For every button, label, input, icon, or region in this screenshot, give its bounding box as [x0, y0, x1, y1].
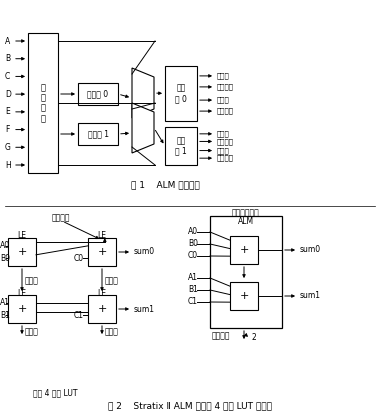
Text: 通用或: 通用或 [217, 131, 230, 137]
Bar [165, 66, 197, 121]
Text: 进位链: 进位链 [25, 276, 39, 285]
Text: C1: C1 [74, 311, 84, 320]
Text: +: + [17, 304, 27, 314]
Text: A: A [5, 36, 10, 45]
Text: E: E [5, 107, 10, 116]
Polygon shape [132, 68, 154, 118]
Text: sum1: sum1 [134, 304, 155, 313]
Text: B1: B1 [0, 311, 10, 320]
Text: 局部走线: 局部走线 [217, 83, 234, 90]
Text: LE: LE [17, 289, 27, 297]
Text: C0: C0 [74, 254, 84, 263]
Bar [78, 83, 118, 105]
Text: 无需额外走线: 无需额外走线 [232, 209, 260, 218]
Text: F: F [5, 125, 10, 134]
Text: C: C [5, 72, 10, 81]
Text: sum0: sum0 [300, 245, 321, 254]
Text: 加法器 0: 加法器 0 [87, 90, 109, 98]
Text: 通用或: 通用或 [217, 147, 230, 154]
Polygon shape [132, 103, 154, 153]
Bar [165, 127, 197, 165]
Text: 加法器 1: 加法器 1 [87, 130, 109, 138]
Text: 触发
器 0: 触发 器 0 [175, 84, 187, 103]
Text: 进位链: 进位链 [105, 328, 119, 337]
Text: 触发
器 1: 触发 器 1 [175, 136, 187, 156]
Text: sum1: sum1 [300, 292, 321, 301]
Text: +: + [97, 247, 107, 257]
Bar [78, 123, 118, 145]
Text: 传统 4 输入 LUT: 传统 4 输入 LUT [33, 389, 77, 397]
Text: LE: LE [98, 289, 106, 297]
Text: 通用走线: 通用走线 [52, 214, 71, 223]
Text: B0: B0 [188, 240, 198, 249]
Text: C0: C0 [188, 252, 198, 261]
Text: 2: 2 [252, 334, 257, 342]
Text: 进位链: 进位链 [105, 276, 119, 285]
Text: +: + [239, 291, 249, 301]
Text: 组
合
逻
辑: 组 合 逻 辑 [41, 83, 46, 123]
Text: B1: B1 [188, 285, 198, 294]
Bar [8, 295, 36, 323]
Text: 局部走线: 局部走线 [217, 108, 234, 114]
Text: A0: A0 [188, 228, 198, 237]
Text: 局部走线: 局部走线 [217, 138, 234, 145]
Bar [28, 33, 58, 173]
Text: A1: A1 [188, 273, 198, 282]
Text: 进位链: 进位链 [25, 328, 39, 337]
Text: LE: LE [17, 230, 27, 240]
Text: B0: B0 [0, 254, 10, 263]
Text: +: + [17, 247, 27, 257]
Text: ALM: ALM [238, 218, 254, 226]
Text: 部分进位: 部分进位 [212, 332, 231, 340]
Text: A1: A1 [0, 298, 10, 307]
Text: 图 2    Stratix Ⅱ ALM 与传统 4 输入 LUT 的比较: 图 2 Stratix Ⅱ ALM 与传统 4 输入 LUT 的比较 [108, 401, 272, 411]
Bar [88, 238, 116, 266]
Text: C1: C1 [188, 297, 198, 306]
Bar [230, 282, 258, 310]
Text: G: G [5, 143, 11, 152]
Text: sum0: sum0 [134, 247, 155, 256]
Text: 通用或: 通用或 [217, 97, 230, 103]
Text: D: D [5, 90, 11, 99]
Text: A0: A0 [0, 241, 10, 250]
Bar [210, 216, 282, 328]
Text: +: + [239, 245, 249, 255]
Text: 局部走线: 局部走线 [217, 155, 234, 161]
Bar [8, 238, 36, 266]
Text: 图 1    ALM 结构框图: 图 1 ALM 结构框图 [131, 180, 200, 190]
Text: +: + [97, 304, 107, 314]
Text: 通用或: 通用或 [217, 73, 230, 79]
Text: H: H [5, 161, 11, 169]
Text: B: B [5, 54, 10, 63]
Bar [230, 236, 258, 264]
Bar [88, 295, 116, 323]
Text: LE: LE [98, 230, 106, 240]
